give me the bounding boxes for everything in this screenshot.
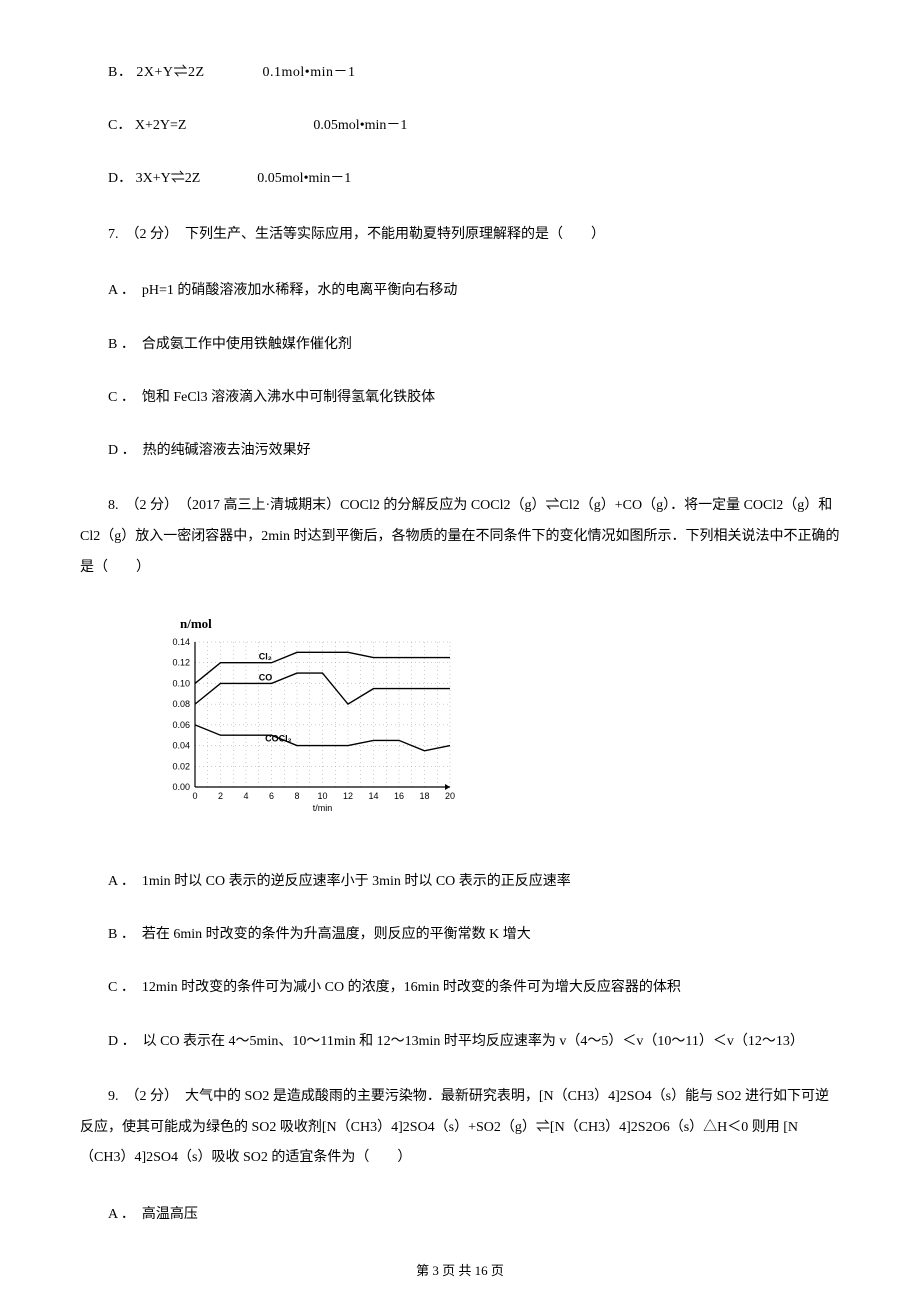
svg-text:12: 12	[343, 791, 353, 801]
q7-option-c: C ． 饱和 FeCl3 溶液滴入沸水中可制得氢氧化铁胶体	[80, 385, 840, 410]
svg-text:10: 10	[317, 791, 327, 801]
svg-text:0.14: 0.14	[172, 637, 190, 647]
svg-text:6: 6	[269, 791, 274, 801]
svg-text:14: 14	[368, 791, 378, 801]
svg-text:COCl₂: COCl₂	[265, 733, 292, 743]
q6-option-d: D． 3X+Y⇌2Z 0.05mol•min－1	[80, 166, 840, 191]
svg-text:8: 8	[294, 791, 299, 801]
option-label: D．	[108, 171, 132, 186]
q8-option-d: D ． 以 CO 表示在 4～5min、10～11min 和 12～13min …	[80, 1029, 840, 1054]
option-eq: 3X+Y⇌2Z	[136, 171, 201, 186]
q8-stem: 8. （2 分） （2017 高三上·清城期末）COCl2 的分解反应为 COC…	[80, 491, 840, 583]
q7-option-b: B ． 合成氨工作中使用铁触媒作催化剂	[80, 332, 840, 357]
q8-option-b: B ． 若在 6min 时改变的条件为升高温度，则反应的平衡常数 K 增大	[80, 922, 840, 947]
svg-text:0.06: 0.06	[172, 720, 190, 730]
q8-chart: n/mol 0.14 0.12 0.10 0.08 0.06 0.04 0.02 0.000 2…	[160, 612, 480, 842]
q9-stem-text: 9. （2 分） 大气中的 SO2 是造成酸雨的主要污染物．最新研究表明，[N（…	[80, 1089, 829, 1166]
q9-option-a: A ． 高温高压	[80, 1202, 840, 1227]
svg-text:18: 18	[419, 791, 429, 801]
q7-option-d: D ． 热的纯碱溶液去油污效果好	[80, 438, 840, 463]
q9-stem: 9. （2 分） 大气中的 SO2 是造成酸雨的主要污染物．最新研究表明，[N（…	[80, 1082, 840, 1174]
page-footer: 第 3 页 共 16 页	[0, 1259, 920, 1282]
svg-text:CO: CO	[259, 672, 273, 682]
option-rate: 0.05mol•min－1	[313, 118, 407, 133]
q6-option-c: C． X+2Y=Z 0.05mol•min－1	[80, 113, 840, 138]
svg-text:0.10: 0.10	[172, 678, 190, 688]
q8-option-c: C ． 12min 时改变的条件可为减小 CO 的浓度，16min 时改变的条件…	[80, 975, 840, 1000]
option-rate: 0.1mol•min－1	[263, 65, 356, 80]
svg-text:2: 2	[218, 791, 223, 801]
svg-text:0.08: 0.08	[172, 699, 190, 709]
option-eq: 2X+Y⇌2Z	[136, 65, 204, 80]
svg-text:20: 20	[445, 791, 455, 801]
option-rate: 0.05mol•min－1	[257, 171, 351, 186]
svg-text:0.12: 0.12	[172, 658, 190, 668]
q7-option-a: A ． pH=1 的硝酸溶液加水稀释，水的电离平衡向右移动	[80, 278, 840, 303]
svg-text:16: 16	[394, 791, 404, 801]
chart-svg: 0.14 0.12 0.10 0.08 0.06 0.04 0.02 0.000 2 4 6 8 10 1…	[160, 637, 460, 832]
svg-text:4: 4	[243, 791, 248, 801]
svg-text:0.00: 0.00	[172, 782, 190, 792]
option-eq: X+2Y=Z	[135, 118, 187, 133]
svg-text:0: 0	[192, 791, 197, 801]
option-label: B．	[108, 65, 132, 80]
option-label: C．	[108, 118, 131, 133]
svg-text:t/min: t/min	[313, 803, 333, 813]
q8-option-a: A ． 1min 时以 CO 表示的逆反应速率小于 3min 时以 CO 表示的…	[80, 869, 840, 894]
svg-text:0.04: 0.04	[172, 740, 190, 750]
svg-text:Cl₂: Cl₂	[259, 651, 272, 661]
q6-option-b: B． 2X+Y⇌2Z 0.1mol•min－1	[80, 60, 840, 85]
q7-stem: 7. （2 分） 下列生产、生活等实际应用，不能用勒夏特列原理解释的是（ ）	[80, 220, 840, 251]
q8-stem-text: 8. （2 分） （2017 高三上·清城期末）COCl2 的分解反应为 COC…	[80, 498, 840, 575]
chart-ylabel: n/mol	[180, 612, 480, 635]
svg-text:0.02: 0.02	[172, 761, 190, 771]
